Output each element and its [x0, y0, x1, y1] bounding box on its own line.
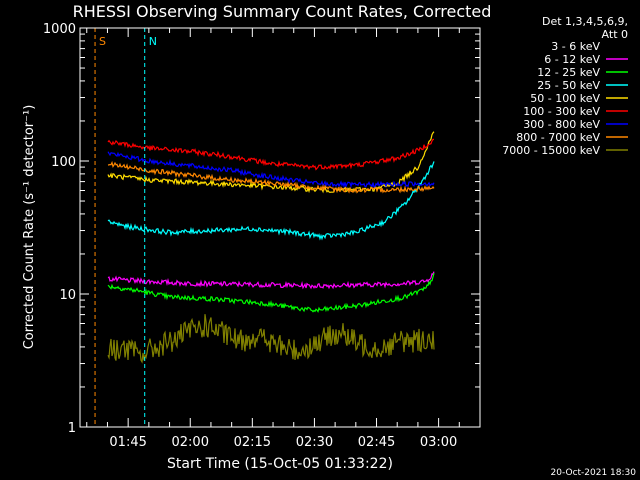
legend-entry-label: 50 - 100 keV — [530, 92, 600, 105]
x-tick-label: 03:00 — [420, 435, 457, 450]
x-tick-label: 02:00 — [172, 435, 209, 450]
marker-label: S — [99, 35, 106, 48]
legend-entry-label: 6 - 12 keV — [544, 53, 600, 66]
legend-title: Det 1,3,4,5,6,9, — [542, 15, 628, 28]
legend-entry-label: 12 - 25 keV — [537, 66, 600, 79]
footer-timestamp: 20-Oct-2021 18:30 — [551, 468, 637, 478]
legend-entry-label: 25 - 50 keV — [537, 79, 600, 92]
y-tick-label: 1 — [68, 421, 76, 436]
series-line — [107, 160, 435, 194]
legend-title: Att 0 — [602, 28, 628, 41]
series-line — [107, 151, 435, 189]
series-layer — [107, 131, 435, 427]
x-tick-label: 02:45 — [358, 435, 395, 450]
y-axis-label: Corrected Count Rate (s⁻¹ detector⁻¹) — [22, 105, 37, 350]
marker-label: N — [149, 35, 157, 48]
y-tick-label: 10 — [59, 288, 76, 303]
x-axis-label: Start Time (15-Oct-05 01:33:22) — [167, 456, 393, 472]
series-line — [107, 138, 435, 171]
legend-entry-label: 7000 - 15000 keV — [502, 144, 600, 157]
legend-entry-label: 3 - 6 keV — [551, 40, 600, 53]
series-line — [107, 131, 435, 194]
y-tick-label: 100 — [51, 155, 76, 170]
series-line — [107, 272, 435, 313]
legend-entry-label: 800 - 7000 keV — [516, 131, 600, 144]
axis-layer: 1 10 100 1000 01:45 02:00 02:15 02:30 02:45 03:00 — [43, 22, 481, 450]
series-line — [107, 359, 435, 427]
series-line — [107, 161, 435, 241]
chart-title: RHESSI Observing Summary Count Rates, Co… — [73, 2, 492, 21]
y-tick-label: 1000 — [43, 22, 76, 37]
legend-entry-label: 100 - 300 keV — [523, 105, 600, 118]
series-line — [107, 314, 435, 364]
legend-entry-label: 300 - 800 keV — [523, 118, 600, 131]
x-tick-label: 02:30 — [296, 435, 333, 450]
plot-frame — [79, 27, 481, 428]
x-tick-label: 01:45 — [109, 435, 146, 450]
series-line — [107, 271, 435, 290]
x-tick-label: 02:15 — [234, 435, 271, 450]
